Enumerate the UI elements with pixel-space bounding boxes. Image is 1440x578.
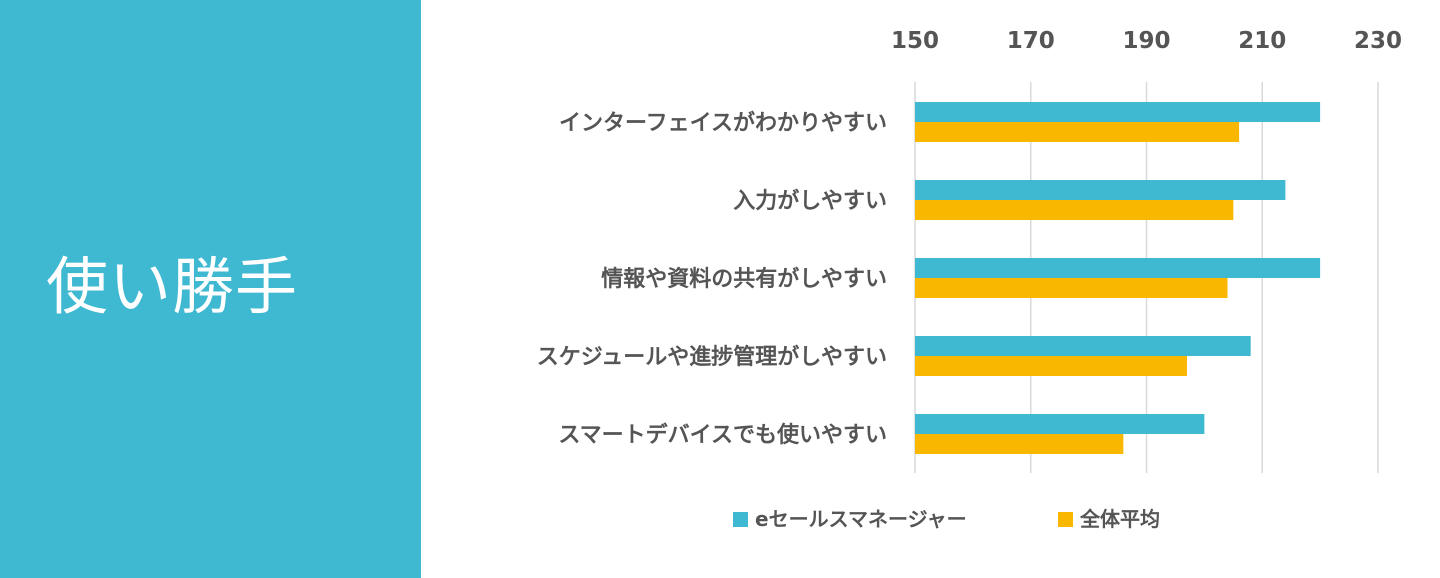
category-label: インターフェイスがわかりやすい (559, 110, 887, 136)
bar-esales (915, 414, 1205, 434)
legend-label: 全体平均 (1079, 507, 1160, 531)
category-labels: インターフェイスがわかりやすい入力がしやすい情報や資料の共有がしやすいスケジュー… (537, 110, 887, 448)
legend-label: eセールスマネージャー (755, 507, 967, 531)
category-label: 入力がしやすい (733, 188, 887, 214)
category-label: 情報や資料の共有がしやすい (601, 266, 887, 292)
x-tick-label: 170 (1007, 28, 1055, 54)
bar-esales (915, 180, 1286, 200)
x-tick-label: 230 (1354, 28, 1402, 54)
bar-esales (915, 102, 1321, 122)
bar-esales (915, 336, 1251, 356)
bar-average (915, 278, 1228, 298)
bar-average (915, 200, 1234, 220)
bars (915, 102, 1321, 454)
legend: eセールスマネージャー 全体平均 (733, 507, 1160, 531)
category-label: スケジュールや進捗管理がしやすい (537, 344, 887, 370)
category-label: スマートデバイスでも使いやすい (558, 422, 887, 448)
x-axis-ticks: 150 170 190 210 230 (891, 28, 1402, 54)
side-panel: 使い勝手 (0, 0, 421, 578)
bar-chart: 150 170 190 210 230 インターフェイスがわかりやすい入力がしやすい情報… (537, 28, 1402, 531)
legend-swatch (1058, 512, 1073, 527)
bar-esales (915, 258, 1321, 278)
bar-average (915, 122, 1240, 142)
x-tick-label: 150 (891, 28, 939, 54)
panel-title: 使い勝手 (46, 250, 299, 323)
bar-average (915, 356, 1188, 376)
x-tick-label: 210 (1238, 28, 1286, 54)
bar-average (915, 434, 1124, 454)
legend-swatch (733, 512, 748, 527)
x-tick-label: 190 (1122, 28, 1170, 54)
